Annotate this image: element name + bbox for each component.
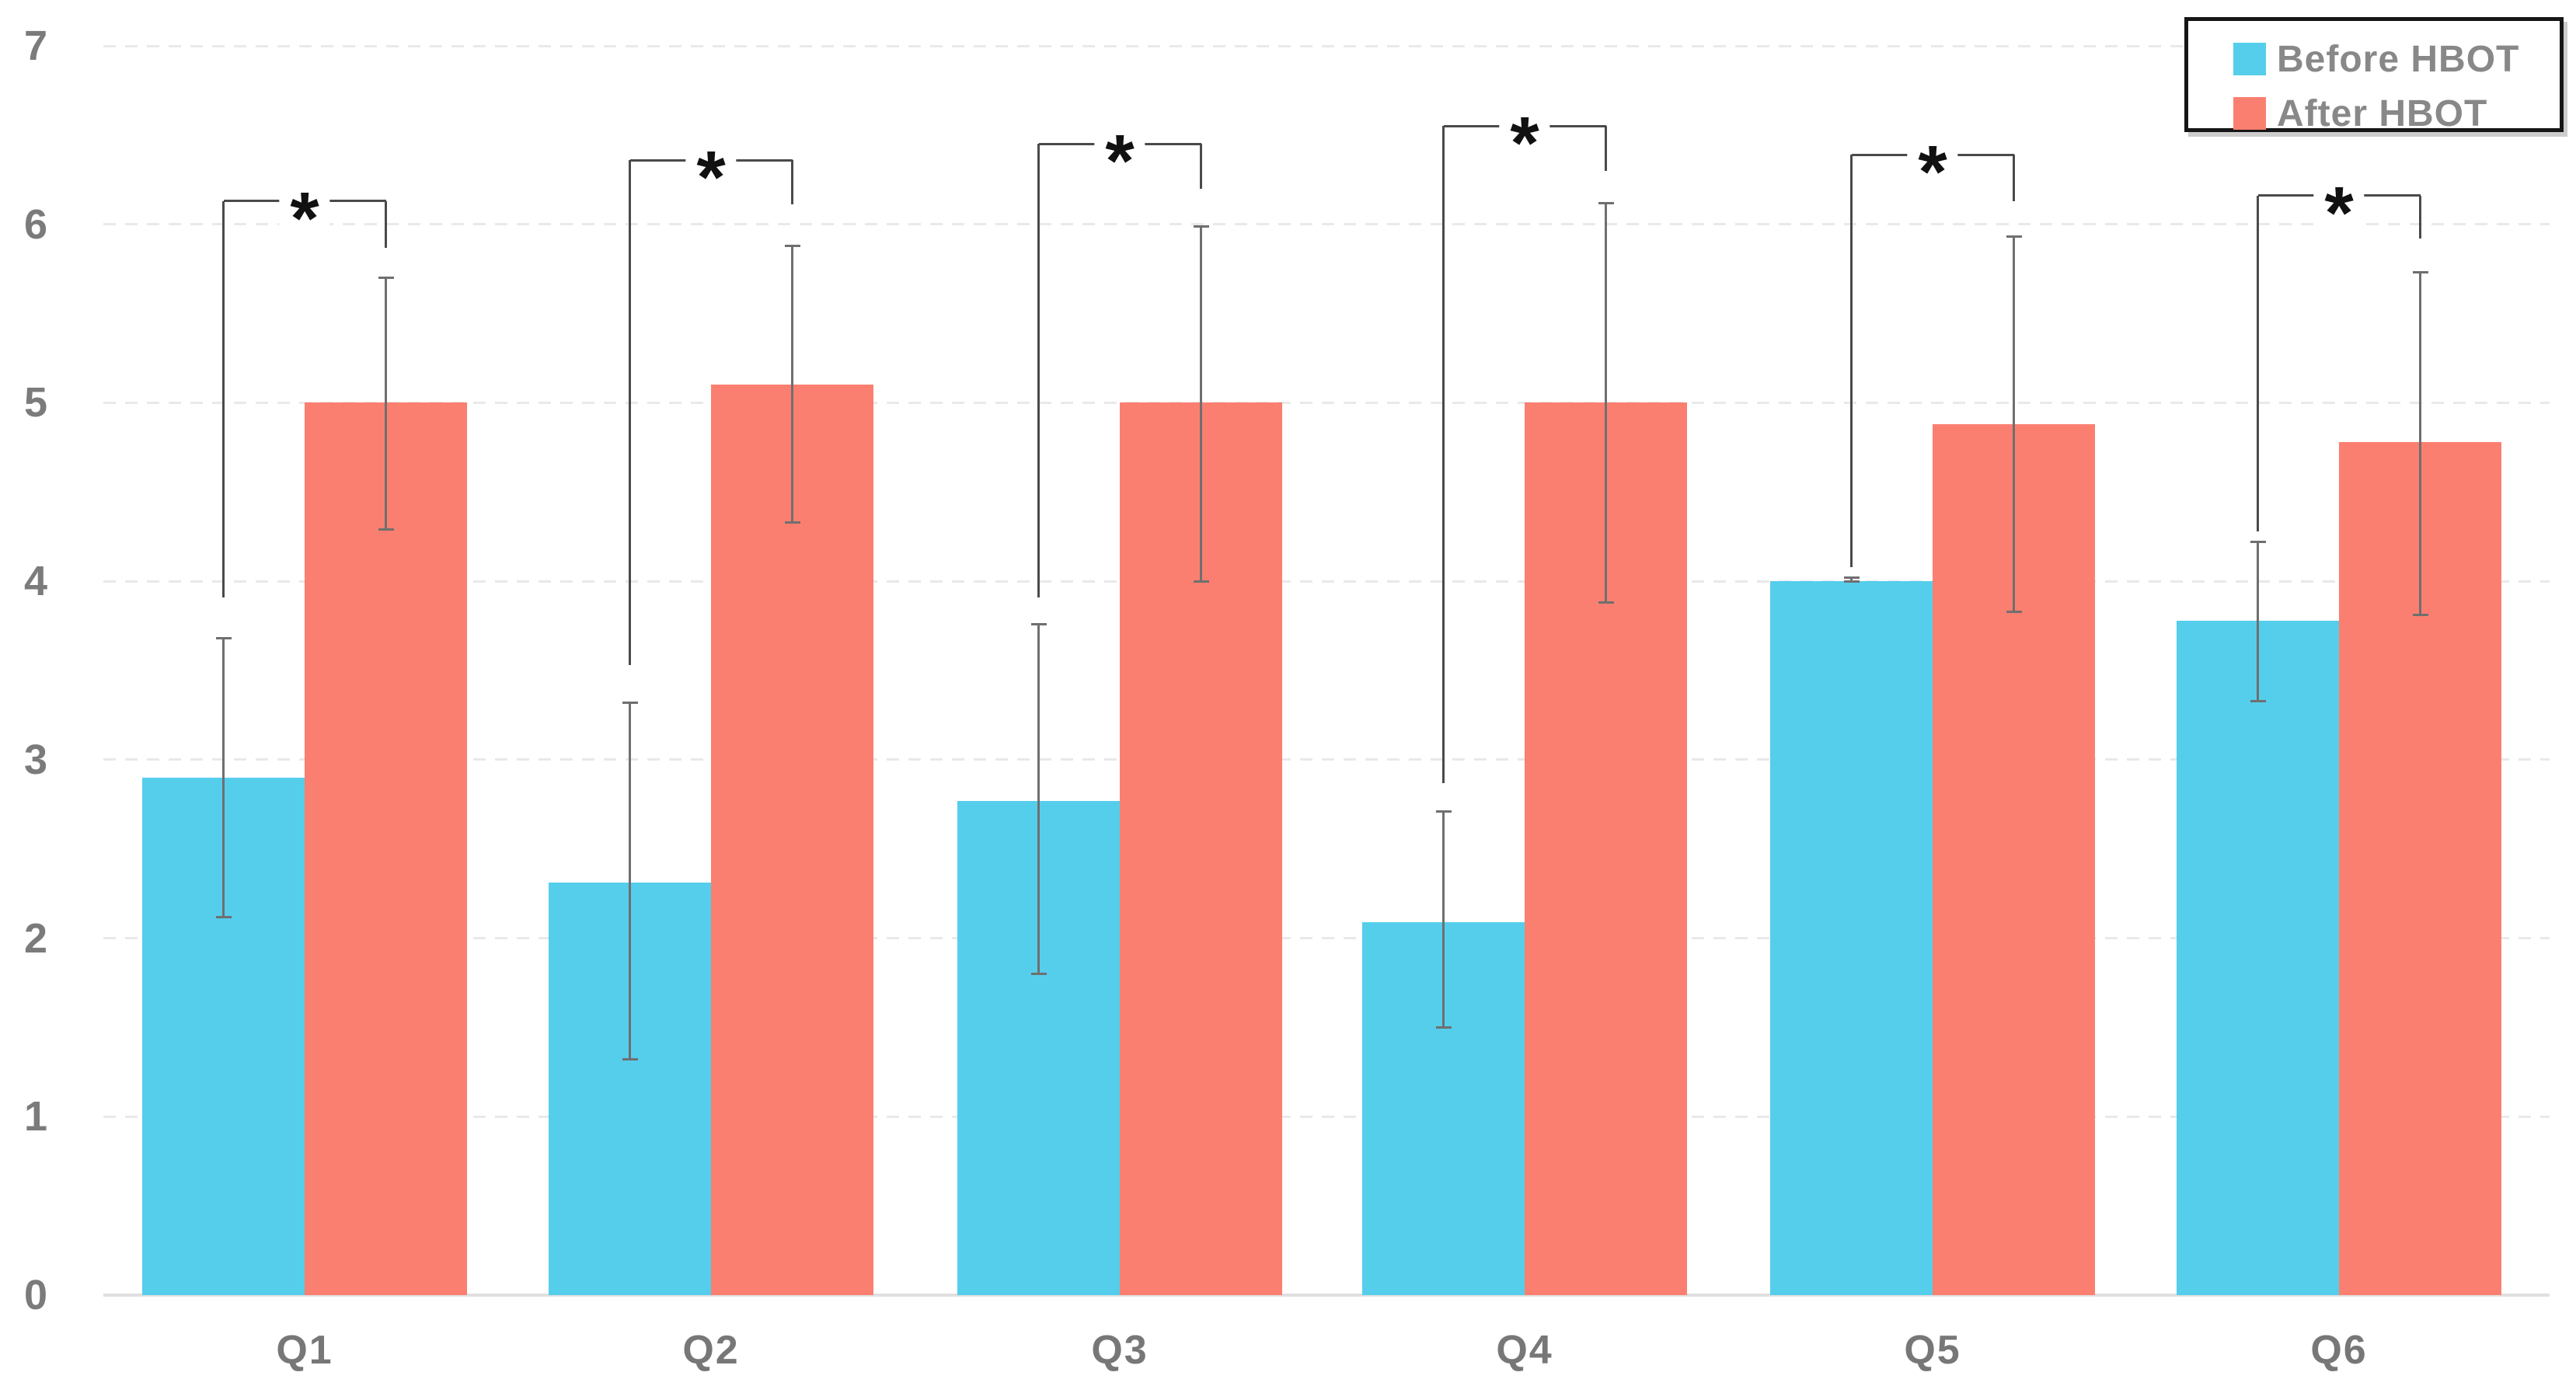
y-tick-label-0: 0 xyxy=(23,1272,48,1318)
gridline-y5 xyxy=(103,401,2550,404)
error-cap-bottom-before-q5 xyxy=(1843,580,1860,583)
bar-before-q5 xyxy=(1770,581,1933,1295)
sig-bracket-right-q3 xyxy=(1200,144,1202,189)
error-cap-bottom-after-q3 xyxy=(1193,580,1209,583)
y-tick-label-5: 5 xyxy=(23,379,48,427)
error-cap-top-before-q6 xyxy=(2250,541,2266,544)
x-label-q1: Q1 xyxy=(276,1328,333,1373)
error-cap-top-before-q3 xyxy=(1030,622,1047,625)
error-cap-bottom-before-q6 xyxy=(2250,699,2266,702)
error-cap-top-before-q2 xyxy=(622,701,638,704)
bar-after-q2 xyxy=(711,385,873,1295)
error-bar-before-q1 xyxy=(222,638,225,917)
gridline-y3 xyxy=(103,758,2550,761)
sig-bracket-right-q2 xyxy=(791,160,793,205)
error-bar-before-q4 xyxy=(1442,811,1445,1028)
y-tick-label-2: 2 xyxy=(23,914,48,962)
gridline-y2 xyxy=(103,937,2550,940)
error-cap-top-before-q4 xyxy=(1435,810,1452,813)
significance-asterisk-q4: * xyxy=(1499,101,1550,187)
gridline-y1 xyxy=(103,1115,2550,1118)
error-bar-after-q2 xyxy=(791,246,793,523)
error-cap-bottom-after-q2 xyxy=(784,521,800,524)
legend-item-after: After HBOT xyxy=(2233,88,2560,139)
error-cap-top-after-q6 xyxy=(2412,271,2428,274)
gridline-y4 xyxy=(103,580,2550,583)
legend-item-before: Before HBOT xyxy=(2233,33,2560,85)
x-label-q3: Q3 xyxy=(1091,1328,1149,1373)
error-cap-bottom-after-q1 xyxy=(378,528,394,531)
x-label-q5: Q5 xyxy=(1904,1328,1961,1373)
error-bar-after-q1 xyxy=(385,277,387,530)
error-bar-after-q4 xyxy=(1605,203,1607,603)
legend-label-after: After HBOT xyxy=(2277,92,2488,134)
error-cap-bottom-after-q4 xyxy=(1598,601,1614,604)
sig-bracket-right-q6 xyxy=(2419,195,2421,239)
error-bar-after-q5 xyxy=(2013,236,2015,612)
error-cap-top-after-q4 xyxy=(1598,201,1614,204)
error-cap-bottom-before-q2 xyxy=(622,1058,638,1061)
sig-bracket-right-q4 xyxy=(1605,126,1607,171)
sig-bracket-left-q3 xyxy=(1037,144,1040,597)
gridline-y7 xyxy=(103,44,2550,47)
error-cap-bottom-before-q4 xyxy=(1435,1026,1452,1029)
x-label-q4: Q4 xyxy=(1496,1328,1553,1373)
error-bar-before-q6 xyxy=(2257,542,2259,702)
significance-asterisk-q2: * xyxy=(685,135,737,221)
y-tick-label-4: 4 xyxy=(23,558,48,605)
error-cap-bottom-after-q5 xyxy=(2006,610,2022,613)
y-tick-label-6: 6 xyxy=(23,200,48,248)
x-axis-line xyxy=(103,1294,2550,1297)
error-bar-before-q5 xyxy=(1850,577,1853,582)
error-cap-top-after-q5 xyxy=(2006,235,2022,239)
sig-bracket-right-q1 xyxy=(385,200,387,248)
legend-swatch-before-icon xyxy=(2233,43,2266,75)
legend-label-before: Before HBOT xyxy=(2277,38,2520,80)
x-label-q2: Q2 xyxy=(682,1328,740,1373)
sig-bracket-left-q6 xyxy=(2257,195,2259,531)
error-cap-top-after-q3 xyxy=(1193,225,1209,228)
gridline-y6 xyxy=(103,223,2550,226)
error-cap-top-before-q1 xyxy=(215,637,232,640)
error-bar-after-q3 xyxy=(1200,226,1202,582)
sig-bracket-right-q5 xyxy=(2013,155,2015,201)
error-bar-before-q2 xyxy=(629,702,631,1060)
x-label-q6: Q6 xyxy=(2310,1328,2368,1373)
sig-bracket-left-q2 xyxy=(629,160,631,666)
bar-after-q1 xyxy=(305,402,467,1295)
legend: Before HBOT After HBOT xyxy=(2184,17,2564,134)
legend-swatch-after-icon xyxy=(2233,97,2266,130)
significance-asterisk-q1: * xyxy=(279,176,330,262)
error-cap-bottom-before-q3 xyxy=(1030,973,1047,975)
error-cap-top-after-q2 xyxy=(784,244,800,247)
y-tick-label-1: 1 xyxy=(23,1093,48,1141)
sig-bracket-left-q5 xyxy=(1850,155,1853,567)
sig-bracket-left-q4 xyxy=(1442,126,1445,783)
bar-before-q6 xyxy=(2177,620,2339,1295)
error-cap-top-before-q5 xyxy=(1843,576,1860,580)
error-cap-bottom-after-q6 xyxy=(2412,614,2428,617)
error-cap-top-after-q1 xyxy=(378,277,394,280)
significance-asterisk-q3: * xyxy=(1094,119,1145,205)
error-cap-bottom-before-q1 xyxy=(215,915,232,918)
error-bar-after-q6 xyxy=(2419,272,2421,615)
error-bar-before-q3 xyxy=(1037,624,1040,974)
y-tick-label-7: 7 xyxy=(23,23,48,69)
significance-asterisk-q6: * xyxy=(2313,170,2365,256)
y-tick-label-3: 3 xyxy=(23,736,48,783)
significance-asterisk-q5: * xyxy=(1907,130,1958,216)
sig-bracket-left-q1 xyxy=(222,200,225,597)
